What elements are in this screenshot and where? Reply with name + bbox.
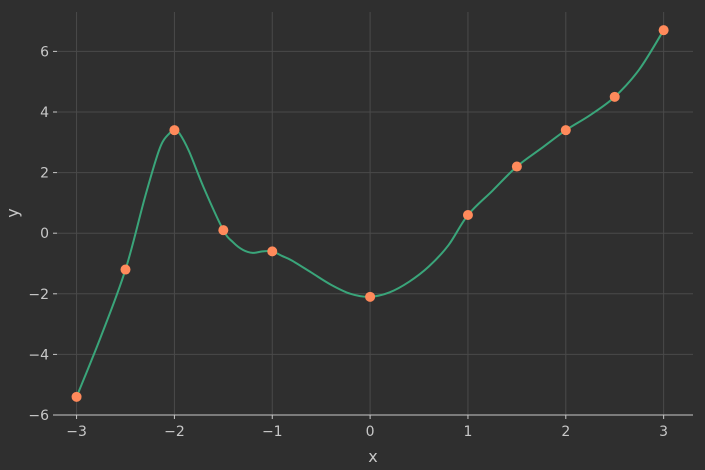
data-point [658, 25, 669, 36]
y-tick-label: 2 [40, 166, 49, 182]
y-tick-label: −6 [28, 408, 49, 424]
x-tick-label: 1 [463, 424, 472, 440]
x-tick-label: 0 [366, 424, 375, 440]
data-point [609, 91, 620, 102]
x-tick-label: −1 [262, 424, 283, 440]
data-point [71, 391, 82, 402]
x-tick-label: −3 [66, 424, 87, 440]
x-axis-label: x [368, 447, 377, 466]
y-tick-label: −2 [28, 287, 49, 303]
data-point [169, 125, 180, 136]
y-tick-label: 0 [40, 226, 49, 242]
y-tick-label: −4 [28, 347, 49, 363]
data-point [462, 210, 473, 221]
grid [57, 12, 693, 415]
y-tick-label: 4 [40, 105, 49, 121]
x-tick-label: −2 [164, 424, 185, 440]
axes [53, 50, 693, 419]
tick-labels: −3 −2 −1 0 1 2 3 −6 −4 −2 0 2 4 6 [28, 44, 668, 440]
data-point [560, 125, 571, 136]
y-axis-label: y [3, 208, 22, 217]
x-tick-label: 3 [659, 424, 668, 440]
data-point [511, 161, 522, 172]
data-point [365, 291, 376, 302]
data-point [218, 225, 229, 236]
series [71, 25, 669, 402]
x-tick-label: 2 [561, 424, 570, 440]
data-point [120, 264, 131, 275]
data-point [267, 246, 278, 257]
y-tick-label: 6 [40, 44, 49, 60]
